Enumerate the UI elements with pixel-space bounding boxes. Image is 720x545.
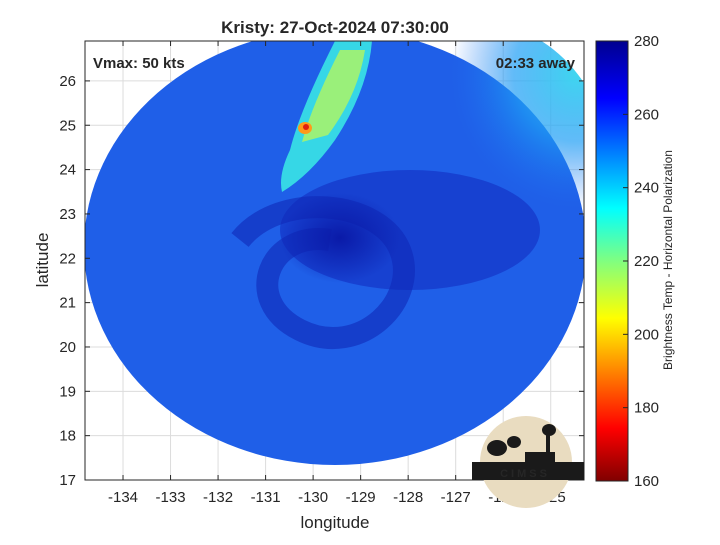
y-tick-label: 20 [59,339,76,356]
chart-title: Kristy: 27-Oct-2024 07:30:00 [221,18,449,37]
colorbar-ticks: 160 180 200 220 240 260 280 [623,33,659,490]
y-tick-label: 22 [59,250,76,267]
vmax-label: Vmax: 50 kts [93,55,185,72]
x-tick-label: -127 [441,489,471,506]
colorbar [595,40,629,482]
cimss-logo: CIMSS [472,416,584,508]
storm-core [280,193,400,283]
x-tick-label: -129 [346,489,376,506]
time-away-label: 02:33 away [496,55,576,72]
x-tick-label: -132 [203,489,233,506]
logo-text: CIMSS [500,468,550,480]
y-tick-label: 26 [59,73,76,90]
y-tick-label: 18 [59,428,76,445]
colorbar-tick-label: 180 [634,400,659,417]
y-tick-label: 17 [59,472,76,489]
x-tick-label: -130 [298,489,328,506]
colorbar-tick-label: 240 [634,180,659,197]
y-tick-label: 19 [59,383,76,400]
colorbar-tick-label: 200 [634,326,659,343]
colorbar-tick-label: 260 [634,106,659,123]
x-tick-label: -134 [108,489,138,506]
y-tick-label: 23 [59,206,76,223]
cold-spot-core [303,124,309,130]
y-axis-label: latitude [33,233,52,288]
colorbar-label: Brightness Temp - Horizontal Polarizatio… [661,150,675,370]
colorbar-tick-label: 160 [634,473,659,490]
rain-band-cold [302,50,365,142]
x-tick-label: -131 [251,489,281,506]
y-tick-label: 21 [59,295,76,312]
colorbar-tick-label: 220 [634,253,659,270]
colorbar-tick-label: 280 [634,33,659,50]
y-tick-label: 24 [59,162,76,179]
plot-frame [84,40,585,481]
x-axis-label: longitude [300,513,369,532]
y-axis-ticks: 17 18 19 20 21 22 23 24 25 26 [59,73,584,489]
x-tick-label: -128 [393,489,423,506]
x-tick-label: -133 [156,489,186,506]
y-tick-label: 25 [59,117,76,134]
